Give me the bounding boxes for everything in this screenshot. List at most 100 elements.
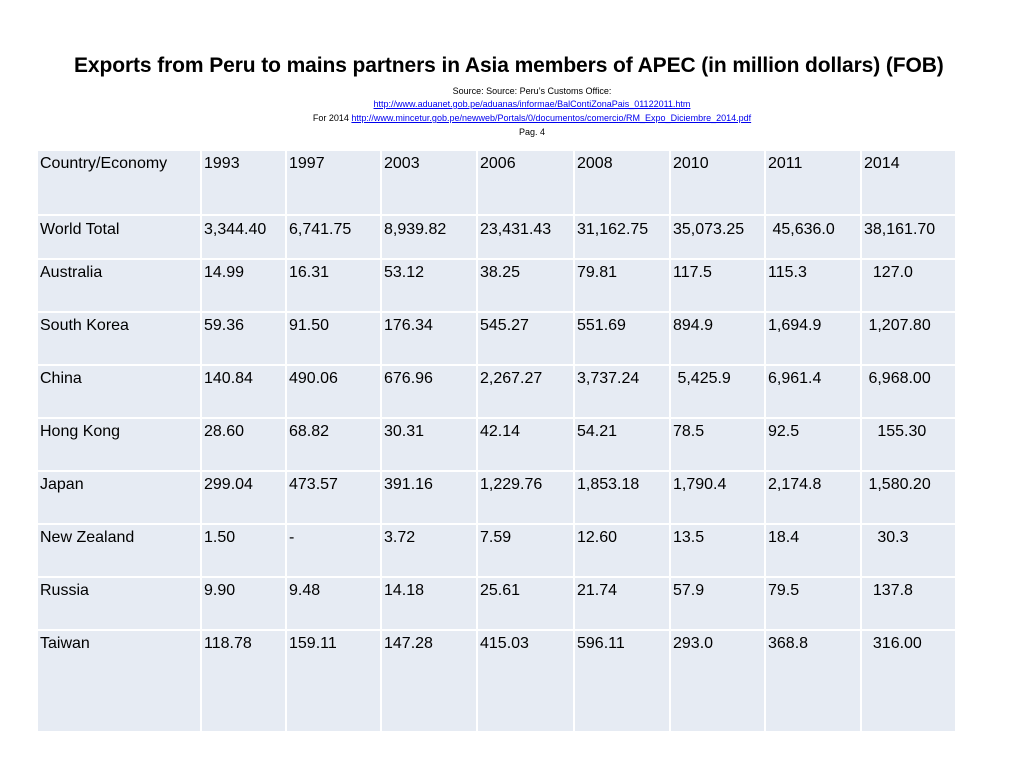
source-link-line: http://www.aduanet.gob.pe/aduanas/inform…: [0, 99, 1024, 110]
country-name-cell: Australia: [36, 258, 202, 313]
header-year: 2003: [380, 149, 478, 216]
table-row: Japan 299.04 473.57 391.16 1,229.76 1,853.18 1…: [36, 470, 957, 525]
export-value-cell: 68.82: [285, 417, 382, 472]
country-name-cell: Japan: [36, 470, 202, 525]
export-value-cell: 53.12: [380, 258, 478, 313]
export-value-cell: 23,431.43: [476, 214, 575, 260]
export-value-cell: 2,174.8: [764, 470, 862, 525]
header-country-economy: Country/Economy: [36, 149, 202, 216]
export-value-cell: 115.3: [764, 258, 862, 313]
export-value-cell: 31,162.75: [573, 214, 671, 260]
export-value-cell: 2,267.27: [476, 364, 575, 419]
header-year: 2014: [860, 149, 957, 216]
header-year: 1993: [200, 149, 287, 216]
customs-source-link[interactable]: http://www.aduanet.gob.pe/aduanas/inform…: [373, 99, 691, 109]
export-value-cell: 57.9: [669, 576, 766, 631]
export-value-cell: 8,939.82: [380, 214, 478, 260]
export-value-cell: 9.90: [200, 576, 287, 631]
export-value-cell: 30.31: [380, 417, 478, 472]
export-value-cell: 118.78: [200, 629, 287, 733]
export-value-cell: 293.0: [669, 629, 766, 733]
export-value-cell: 299.04: [200, 470, 287, 525]
export-value-cell: 54.21: [573, 417, 671, 472]
export-value-cell: 545.27: [476, 311, 575, 366]
table-row: Hong Kong 28.60 68.82 30.31 42.14 54.21 78.5 92…: [36, 417, 957, 472]
export-value-cell: 6,968.00: [860, 364, 957, 419]
export-value-cell: 78.5: [669, 417, 766, 472]
export-value-cell: 12.60: [573, 523, 671, 578]
exports-table: Country/Economy 1993 1997 2003 2006 2008 2010 2…: [36, 149, 957, 733]
export-value-cell: 473.57: [285, 470, 382, 525]
page-reference: Pag. 4: [518, 127, 546, 137]
country-name-cell: Hong Kong: [36, 417, 202, 472]
export-value-cell: 159.11: [285, 629, 382, 733]
export-value-cell: 30.3: [860, 523, 957, 578]
export-value-cell: 21.74: [573, 576, 671, 631]
export-value-cell: 45,636.0: [764, 214, 862, 260]
country-name-cell: World Total: [36, 214, 202, 260]
export-value-cell: 38.25: [476, 258, 575, 313]
export-value-cell: 16.31: [285, 258, 382, 313]
export-value-cell: 1,853.18: [573, 470, 671, 525]
export-value-cell: 92.5: [764, 417, 862, 472]
export-value-cell: 127.0: [860, 258, 957, 313]
export-value-cell: 596.11: [573, 629, 671, 733]
export-value-cell: 490.06: [285, 364, 382, 419]
source-2014-prefix: For 2014: [312, 113, 352, 123]
source-2014-line: For 2014 http://www.mincetur.gob.pe/neww…: [0, 113, 1024, 124]
export-value-cell: 91.50: [285, 311, 382, 366]
table-row: South Korea 59.36 91.50 176.34 545.27 551.69 8…: [36, 311, 957, 366]
table-row: Australia 14.99 16.31 53.12 38.25 79.81 117.5 1…: [36, 258, 957, 313]
export-value-cell: 14.18: [380, 576, 478, 631]
export-value-cell: 79.5: [764, 576, 862, 631]
header-year: 2008: [573, 149, 671, 216]
export-value-cell: 551.69: [573, 311, 671, 366]
export-value-cell: 9.48: [285, 576, 382, 631]
export-value-cell: 25.61: [476, 576, 575, 631]
export-value-cell: 1.50: [200, 523, 287, 578]
table-row: New Zealand 1.50-3.72 7.59 12.60 13.5 18.4 30…: [36, 523, 957, 578]
export-value-cell: 676.96: [380, 364, 478, 419]
export-value-cell: 3.72: [380, 523, 478, 578]
export-value-cell: 28.60: [200, 417, 287, 472]
export-value-cell: 6,741.75: [285, 214, 382, 260]
export-value-cell: 3,344.40: [200, 214, 287, 260]
export-value-cell: 42.14: [476, 417, 575, 472]
country-name-cell: Russia: [36, 576, 202, 631]
export-value-cell: 13.5: [669, 523, 766, 578]
export-value-cell: 35,073.25: [669, 214, 766, 260]
export-value-cell: 316.00: [860, 629, 957, 733]
export-value-cell: 38,161.70: [860, 214, 957, 260]
header-year: 1997: [285, 149, 382, 216]
table-row: Taiwan 118.78 159.11 147.28 415.03 596.11 293.…: [36, 629, 957, 733]
export-value-cell: 1,229.76: [476, 470, 575, 525]
export-value-cell: 14.99: [200, 258, 287, 313]
country-name-cell: South Korea: [36, 311, 202, 366]
source-line: Source: Source: Peru’s Customs Office:: [452, 86, 612, 96]
table-row: China 140.84 490.06 676.96 2,267.27 3,737.24 …: [36, 364, 957, 419]
country-name-cell: Taiwan: [36, 629, 202, 733]
export-value-cell: 18.4: [764, 523, 862, 578]
table-row: World Total 3,344.40 6,741.75 8,939.82 23,43…: [36, 214, 957, 260]
export-value-cell: 59.36: [200, 311, 287, 366]
export-value-cell: 894.9: [669, 311, 766, 366]
table-row: Russia 9.90 9.48 14.18 25.61 21.74 57.9 79.5 13…: [36, 576, 957, 631]
export-value-cell: 3,737.24: [573, 364, 671, 419]
export-value-cell: 1,207.80: [860, 311, 957, 366]
export-value-cell: 7.59: [476, 523, 575, 578]
country-name-cell: New Zealand: [36, 523, 202, 578]
export-value-cell: 176.34: [380, 311, 478, 366]
export-value-cell: 117.5: [669, 258, 766, 313]
export-value-cell: 155.30: [860, 417, 957, 472]
country-name-cell: China: [36, 364, 202, 419]
export-value-cell: 415.03: [476, 629, 575, 733]
slide-title: Exports from Peru to mains partners in A…: [74, 54, 944, 77]
mincetur-source-link[interactable]: http://www.mincetur.gob.pe/newweb/Portal…: [351, 113, 752, 123]
export-value-cell: 137.8: [860, 576, 957, 631]
export-value-cell: -: [285, 523, 382, 578]
export-value-cell: 1,694.9: [764, 311, 862, 366]
export-value-cell: 1,580.20: [860, 470, 957, 525]
header-year: 2010: [669, 149, 766, 216]
export-value-cell: 1,790.4: [669, 470, 766, 525]
export-value-cell: 5,425.9: [669, 364, 766, 419]
